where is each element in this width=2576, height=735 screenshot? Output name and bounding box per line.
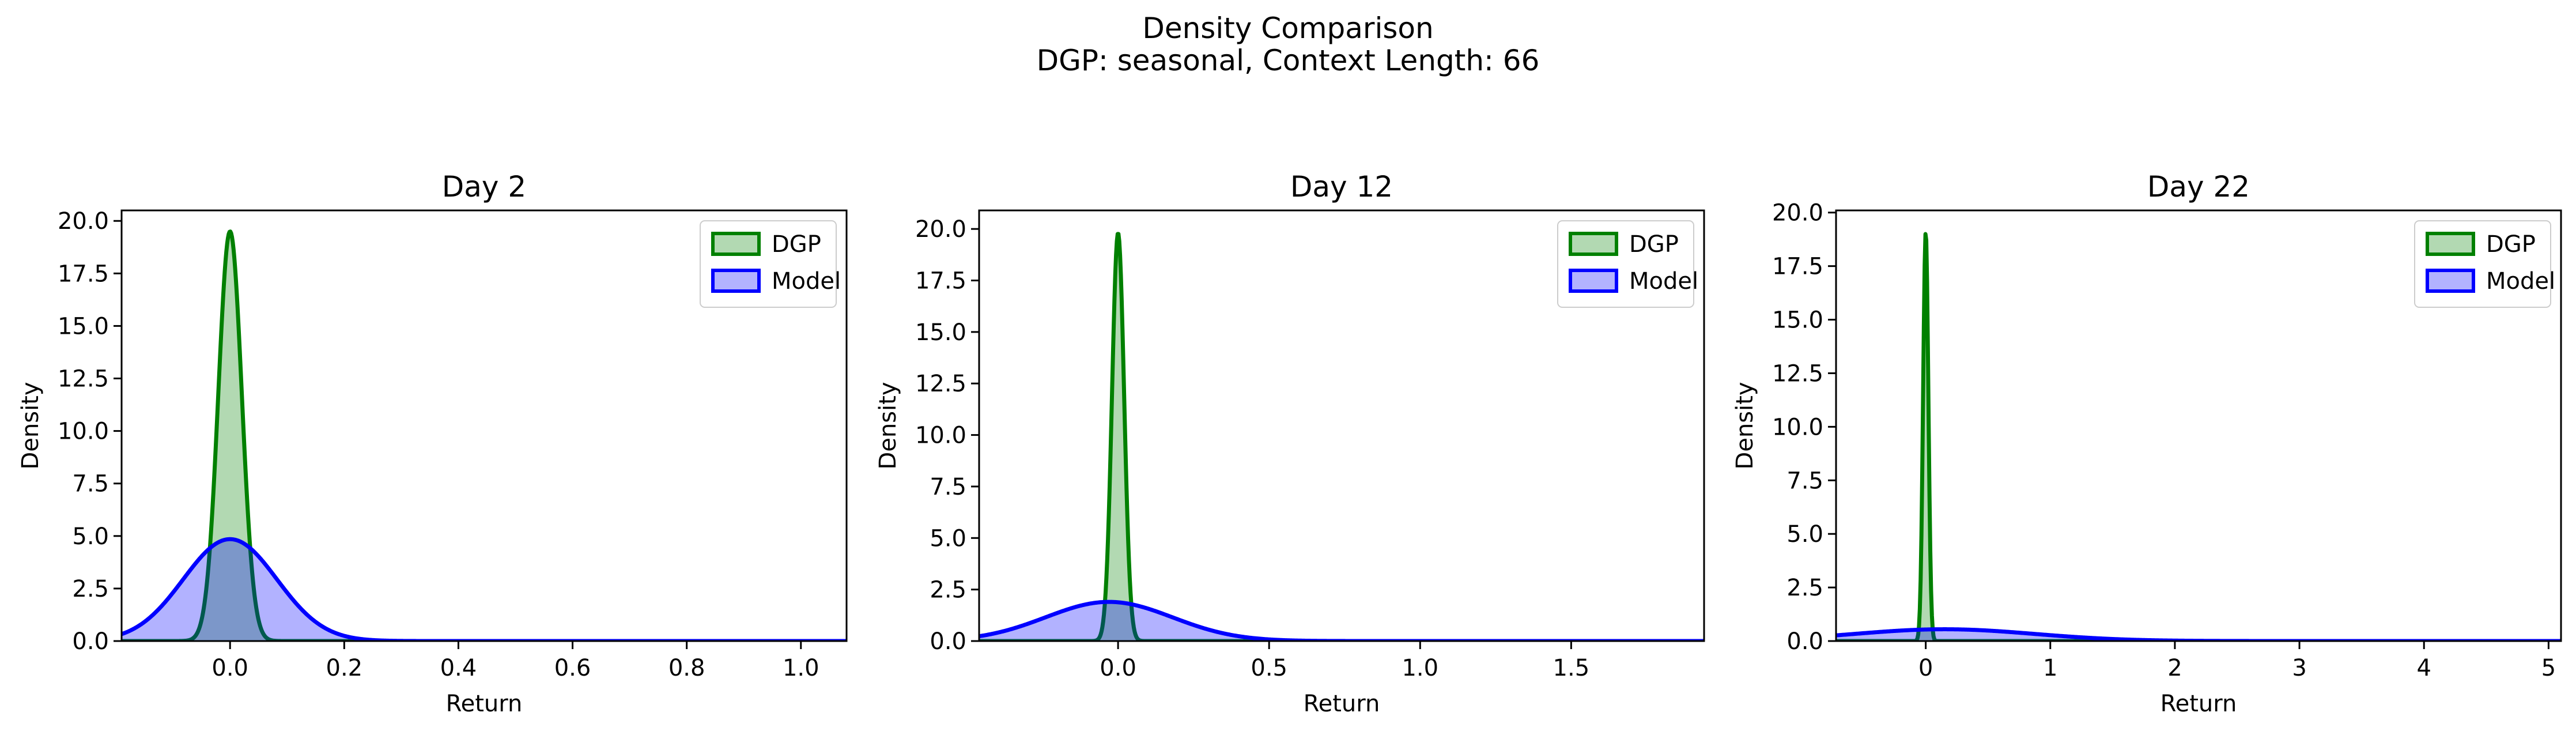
dgp-density-line bbox=[979, 232, 1704, 641]
x-tick-label: 1 bbox=[2043, 655, 2057, 681]
model-density-fill bbox=[122, 539, 847, 641]
x-axis: 0.0 0.2 0.4 0.6 0.8 1.0 Return bbox=[211, 641, 819, 717]
y-tick-label: 20.0 bbox=[1772, 200, 1823, 227]
y-tick-label: 10.0 bbox=[58, 419, 109, 445]
x-tick-label: 3 bbox=[2292, 655, 2306, 681]
x-axis-label: Return bbox=[446, 691, 523, 717]
x-axis-label: Return bbox=[1304, 691, 1380, 717]
x-tick-label: 0 bbox=[1918, 655, 1933, 681]
legend: DGP Model bbox=[700, 220, 841, 308]
x-tick-label: 0.0 bbox=[211, 655, 248, 681]
plot-frame bbox=[120, 209, 848, 642]
y-tick-label: 5.0 bbox=[1786, 521, 1823, 548]
x-tick-label: 2 bbox=[2167, 655, 2182, 681]
y-tick-label: 17.5 bbox=[58, 261, 109, 287]
model-density-fill bbox=[1836, 629, 2561, 641]
y-tick-label: 0.0 bbox=[1786, 628, 1823, 655]
y-tick-label: 10.0 bbox=[915, 423, 966, 449]
panels: Day 2 0.0 0.2 0.4 0.6 0.8 1.0 Return 0.0 2.5 5.0 7.… bbox=[17, 170, 2562, 717]
x-axis: 0 1 2 3 4 5 Return bbox=[1918, 641, 2556, 717]
y-axis-label: Density bbox=[875, 382, 901, 469]
y-tick-label: 12.5 bbox=[915, 371, 966, 397]
y-tick-label: 7.5 bbox=[72, 471, 109, 497]
y-tick-label: 5.0 bbox=[930, 525, 966, 552]
figure-title: Density Comparison bbox=[1142, 12, 1433, 45]
panel-title: Day 22 bbox=[2147, 170, 2250, 203]
dgp-legend-label: DGP bbox=[772, 231, 821, 258]
x-tick-label: 0.8 bbox=[668, 655, 705, 681]
model-legend-swatch bbox=[1569, 269, 1618, 293]
y-tick-label: 20.0 bbox=[915, 216, 966, 243]
legend-box bbox=[700, 220, 837, 308]
y-tick-label: 15.0 bbox=[58, 313, 109, 340]
dgp-legend-swatch bbox=[711, 232, 761, 256]
panel-3: Day 22 0 1 2 3 4 5 Return 0.0 2.5 5.0 7.5 10.0 12.5 15… bbox=[1732, 170, 2562, 717]
y-axis-label: Density bbox=[17, 382, 44, 469]
model-legend-label: Model bbox=[1629, 268, 1698, 295]
y-tick-label: 2.5 bbox=[930, 577, 966, 604]
x-tick-label: 0.5 bbox=[1251, 655, 1287, 681]
legend-box bbox=[1557, 220, 1694, 308]
y-tick-label: 15.0 bbox=[1772, 307, 1823, 334]
model-density-fill bbox=[979, 602, 1704, 641]
legend: DGP Model bbox=[1557, 220, 1698, 308]
model-density-line bbox=[122, 537, 847, 641]
y-tick-label: 17.5 bbox=[915, 268, 966, 295]
x-tick-label: 0.2 bbox=[326, 655, 363, 681]
y-tick-label: 7.5 bbox=[1786, 468, 1823, 494]
y-axis-label: Density bbox=[1732, 382, 1758, 469]
y-tick-label: 2.5 bbox=[1786, 575, 1823, 601]
y-axis: 0.0 2.5 5.0 7.5 10.0 12.5 15.0 17.5 20.0 Density bbox=[1732, 200, 1836, 655]
panel-2: Day 12 0.0 0.5 1.0 1.5 Return 0.0 2.5 5.0 7.5 10.0… bbox=[875, 170, 1705, 717]
y-tick-label: 7.5 bbox=[930, 474, 966, 500]
y-axis: 0.0 2.5 5.0 7.5 10.0 12.5 15.0 17.5 20.0 Density bbox=[17, 208, 122, 655]
panel-1: Day 2 0.0 0.2 0.4 0.6 0.8 1.0 Return 0.0 2.5 5.0 7.… bbox=[17, 170, 848, 717]
model-legend-swatch bbox=[711, 269, 761, 293]
y-tick-label: 12.5 bbox=[58, 366, 109, 393]
dgp-density-line bbox=[122, 229, 847, 641]
x-tick-label: 5 bbox=[2541, 655, 2556, 681]
x-axis-label: Return bbox=[2160, 691, 2237, 717]
y-tick-label: 2.5 bbox=[72, 576, 109, 602]
y-tick-label: 17.5 bbox=[1772, 254, 1823, 280]
density-curves bbox=[122, 229, 847, 641]
figure-subtitle: DGP: seasonal, Context Length: 66 bbox=[1037, 44, 1540, 77]
x-axis: 0.0 0.5 1.0 1.5 Return bbox=[1100, 641, 1589, 717]
y-tick-label: 10.0 bbox=[1772, 414, 1823, 440]
y-tick-label: 15.0 bbox=[915, 319, 966, 346]
x-tick-label: 0.0 bbox=[1100, 655, 1136, 681]
model-legend-label: Model bbox=[2486, 268, 2555, 295]
legend-box bbox=[2414, 220, 2551, 308]
y-tick-label: 0.0 bbox=[72, 628, 109, 655]
model-legend-label: Model bbox=[772, 268, 841, 295]
dgp-legend-label: DGP bbox=[2486, 231, 2536, 258]
y-tick-label: 5.0 bbox=[72, 523, 109, 550]
legend: DGP Model bbox=[2414, 220, 2555, 308]
plot-frame bbox=[978, 209, 1705, 642]
y-tick-label: 0.0 bbox=[930, 628, 966, 655]
plot-frame bbox=[1835, 209, 2562, 642]
y-axis: 0.0 2.5 5.0 7.5 10.0 12.5 15.0 17.5 20.0 Density bbox=[875, 216, 979, 655]
x-tick-label: 4 bbox=[2417, 655, 2431, 681]
x-tick-label: 1.0 bbox=[1402, 655, 1438, 681]
y-tick-label: 20.0 bbox=[58, 208, 109, 235]
x-tick-label: 1.5 bbox=[1553, 655, 1590, 681]
x-tick-label: 1.0 bbox=[783, 655, 819, 681]
panel-title: Day 12 bbox=[1290, 170, 1393, 203]
dgp-legend-label: DGP bbox=[1629, 231, 1679, 258]
dgp-legend-swatch bbox=[1569, 232, 1618, 256]
x-tick-label: 0.4 bbox=[440, 655, 477, 681]
panel-title: Day 2 bbox=[442, 170, 526, 203]
x-tick-label: 0.6 bbox=[554, 655, 591, 681]
model-legend-swatch bbox=[2426, 269, 2475, 293]
y-tick-label: 12.5 bbox=[1772, 360, 1823, 387]
dgp-legend-swatch bbox=[2426, 232, 2475, 256]
